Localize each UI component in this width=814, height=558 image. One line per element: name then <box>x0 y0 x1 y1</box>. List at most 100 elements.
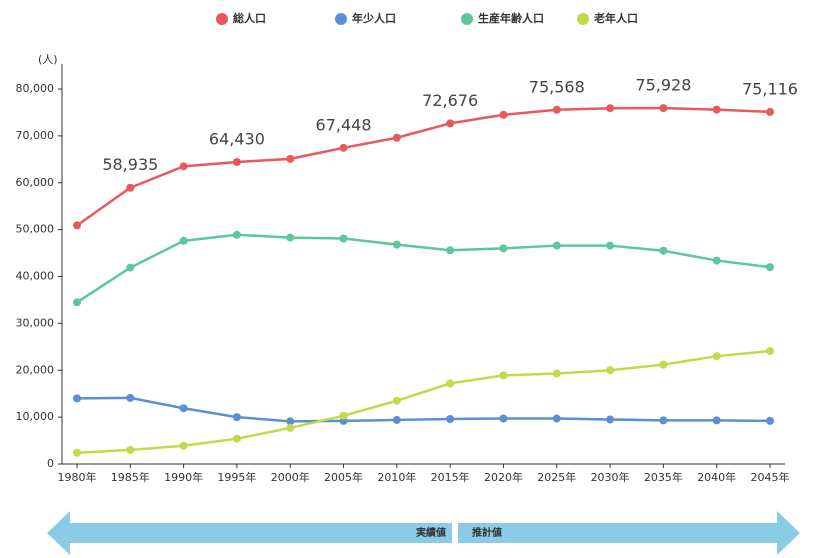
point <box>659 360 668 369</box>
point <box>552 105 561 114</box>
line <box>76 349 771 454</box>
x-tick-label: 1985年 <box>111 470 150 484</box>
data-label: 67,448 <box>316 115 372 134</box>
point <box>446 415 455 423</box>
point <box>392 240 401 249</box>
point <box>179 236 188 245</box>
point <box>179 441 188 450</box>
point <box>499 110 508 119</box>
y-tick-label: 20,000 <box>16 363 55 376</box>
point <box>712 352 721 361</box>
annotation: 推計値 <box>472 526 502 539</box>
annotation: 実績値 <box>416 526 446 539</box>
point <box>179 404 188 413</box>
y-tick-label: 0 <box>47 457 54 470</box>
point <box>552 414 561 423</box>
data-label: 64,430 <box>209 129 265 148</box>
point <box>286 233 295 242</box>
line <box>76 396 771 423</box>
data-label: 72,676 <box>422 91 478 110</box>
point <box>73 394 81 403</box>
line <box>76 233 771 304</box>
point <box>126 263 135 272</box>
point <box>179 162 188 171</box>
point <box>73 298 81 307</box>
point <box>286 417 295 426</box>
point <box>712 105 721 114</box>
point <box>126 445 135 454</box>
x-tick-label: 2015年 <box>431 470 470 484</box>
point <box>126 183 135 192</box>
legend-label: 老年人口 <box>593 11 638 25</box>
data-label: 58,935 <box>102 155 158 174</box>
legend-label: 生産年齢人口 <box>478 11 544 25</box>
y-tick-label: 80,000 <box>16 82 55 95</box>
point <box>286 423 295 432</box>
x-tick-label: 2030年 <box>591 470 630 484</box>
point <box>73 448 81 457</box>
point <box>232 157 241 166</box>
period-arrow-projection <box>458 511 800 555</box>
point <box>499 244 508 253</box>
point <box>446 379 455 388</box>
y-tick-label: 40,000 <box>16 270 55 283</box>
x-tick-label: 2005年 <box>324 470 363 484</box>
point <box>766 107 774 116</box>
point <box>232 434 241 443</box>
point <box>712 416 721 425</box>
point <box>339 411 348 420</box>
legend-label: 年少人口 <box>352 11 396 25</box>
line <box>76 106 771 227</box>
point <box>712 256 721 265</box>
point <box>659 246 668 255</box>
point <box>552 369 561 378</box>
y-tick-label: 50,000 <box>16 223 55 236</box>
point <box>499 371 508 380</box>
point <box>552 241 561 250</box>
data-label: 75,568 <box>529 77 585 96</box>
point <box>392 396 401 405</box>
point <box>286 154 295 163</box>
legend-marker <box>216 13 228 25</box>
data-label: 75,116 <box>742 79 798 98</box>
legend-marker <box>335 13 347 25</box>
point <box>446 119 455 128</box>
y-tick-label: 60,000 <box>16 176 55 189</box>
point <box>392 415 401 424</box>
point <box>232 413 241 422</box>
point <box>766 263 774 272</box>
x-tick-label: 1980年 <box>58 470 97 484</box>
x-tick-label: 2040年 <box>697 470 736 484</box>
legend-label: 総人口 <box>233 11 266 25</box>
x-tick-label: 2010年 <box>377 470 416 484</box>
point <box>392 133 401 142</box>
point <box>73 221 81 230</box>
x-tick-label: 2020年 <box>484 470 523 484</box>
x-tick-label: 2045年 <box>751 470 790 484</box>
x-tick-label: 1995年 <box>217 470 256 484</box>
y-tick-label: 10,000 <box>16 410 55 423</box>
x-tick-label: 2025年 <box>537 470 576 484</box>
point <box>766 347 774 356</box>
point <box>499 414 508 423</box>
point <box>659 416 668 425</box>
legend-marker <box>461 13 473 25</box>
point <box>232 230 241 239</box>
point <box>659 104 668 113</box>
point <box>766 416 774 425</box>
point <box>126 393 135 402</box>
y-axis-label: (人) <box>38 53 58 66</box>
point <box>606 415 615 424</box>
point <box>606 241 615 250</box>
x-tick-label: 1990年 <box>164 470 203 484</box>
data-label: 75,928 <box>635 76 691 95</box>
point <box>339 234 348 243</box>
point <box>606 366 615 375</box>
x-tick-label: 2035年 <box>644 470 683 484</box>
x-tick-label: 2000年 <box>271 470 310 484</box>
point <box>339 143 348 152</box>
period-arrow-actual <box>47 511 452 555</box>
point <box>606 104 615 113</box>
